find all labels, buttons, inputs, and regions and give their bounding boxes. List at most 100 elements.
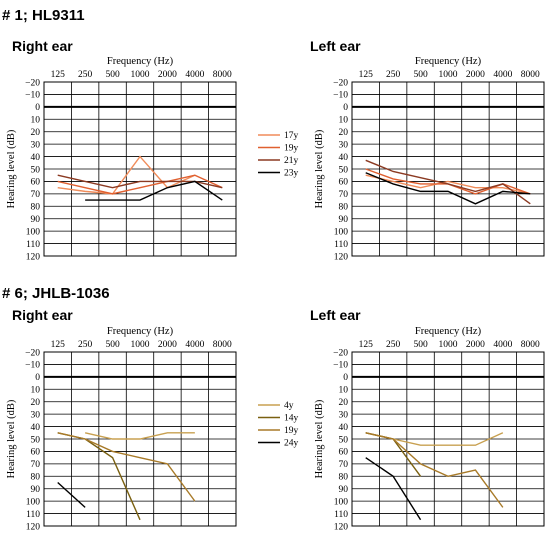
x-tick-label: 125 [51, 340, 66, 350]
plot-frame [351, 81, 545, 257]
y-tick-label: 70 [31, 190, 41, 200]
y-tick-label: 120 [334, 522, 349, 532]
legend-label-19y: 19y [284, 426, 299, 436]
series-line-19y [57, 432, 196, 502]
x-axis-title: Frequency (Hz) [415, 326, 482, 337]
y-tick-label: 0 [35, 373, 40, 383]
plot-frame [43, 81, 237, 257]
y-tick-label: 0 [343, 373, 348, 383]
y-tick-label: 110 [334, 240, 348, 250]
y-axis-title: Hearing level (dB) [314, 129, 325, 208]
x-tick-label: 1000 [439, 340, 458, 350]
chart-title: Left ear [310, 307, 361, 323]
y-tick-label: 20 [339, 398, 349, 408]
x-tick-label: 8000 [521, 70, 540, 80]
legend-label-17y: 17y [284, 131, 299, 141]
y-tick-label: 120 [26, 252, 41, 262]
y-tick-label: 80 [31, 473, 41, 483]
x-tick-label: 4000 [493, 340, 512, 350]
y-tick-label: −10 [333, 361, 348, 371]
y-tick-label: 30 [339, 410, 349, 420]
section-title-2: # 6; JHLB-1036 [2, 285, 110, 302]
y-tick-label: 20 [339, 128, 349, 138]
legend-label-21y: 21y [284, 156, 299, 166]
y-tick-label: 60 [339, 178, 349, 188]
section-title-1: # 1; HL9311 [2, 7, 85, 24]
series-line-17y [365, 174, 531, 195]
x-tick-label: 500 [413, 70, 428, 80]
legend-label-24y: 24y [284, 439, 299, 449]
y-tick-label: 80 [339, 203, 349, 213]
x-tick-label: 500 [105, 340, 120, 350]
x-tick-label: 1000 [131, 340, 150, 350]
y-tick-label: 0 [343, 103, 348, 113]
x-tick-label: 2000 [158, 70, 177, 80]
x-tick-label: 4000 [185, 340, 204, 350]
legend-label-4y: 4y [284, 401, 294, 411]
x-tick-label: 1000 [439, 70, 458, 80]
y-tick-label: 110 [334, 510, 348, 520]
y-tick-label: 70 [339, 190, 349, 200]
chart-title: Right ear [12, 38, 73, 54]
y-axis-title: Hearing level (dB) [6, 399, 17, 478]
y-tick-label: −20 [333, 348, 348, 358]
y-axis-title: Hearing level (dB) [314, 399, 325, 478]
audiogram-left-ear-1: Left ear Frequency (Hz) Hearing level (dB)… [310, 38, 545, 262]
x-tick-label: 250 [386, 340, 401, 350]
y-tick-label: 40 [31, 153, 41, 163]
y-tick-label: 10 [31, 386, 41, 396]
y-tick-label: 30 [31, 140, 41, 150]
y-tick-label: 40 [339, 153, 349, 163]
x-axis-title: Frequency (Hz) [415, 56, 482, 67]
x-axis-title: Frequency (Hz) [107, 56, 174, 67]
audiogram-left-ear-6: Left ear Frequency (Hz) Hearing level (dB)… [310, 307, 545, 532]
y-tick-label: −20 [333, 78, 348, 88]
x-tick-label: 250 [78, 340, 93, 350]
x-tick-label: 8000 [521, 340, 540, 350]
y-tick-label: −20 [25, 78, 40, 88]
series-line-19y [57, 174, 223, 195]
x-tick-label: 2000 [466, 340, 485, 350]
y-tick-label: 50 [31, 165, 41, 175]
y-tick-label: 110 [26, 240, 40, 250]
y-tick-label: 60 [31, 178, 41, 188]
y-tick-label: 50 [339, 435, 349, 445]
y-tick-label: 40 [339, 423, 349, 433]
y-tick-label: 60 [339, 448, 349, 458]
y-tick-label: 110 [26, 510, 40, 520]
y-tick-label: 80 [339, 473, 349, 483]
legend-label-23y: 23y [284, 169, 299, 179]
legend-label-19y: 19y [284, 144, 299, 154]
y-tick-label: 10 [31, 116, 41, 126]
series-line-4y [84, 432, 195, 440]
x-tick-label: 125 [359, 70, 374, 80]
y-tick-label: 100 [26, 497, 41, 507]
y-tick-label: 30 [31, 410, 41, 420]
x-tick-label: 500 [105, 70, 120, 80]
y-tick-label: 120 [334, 252, 349, 262]
y-tick-label: 20 [31, 128, 41, 138]
y-tick-label: 0 [35, 103, 40, 113]
audiogram-right-ear-1: Right ear Frequency (Hz) Hearing level (dB… [6, 38, 237, 262]
x-tick-label: 125 [51, 70, 66, 80]
plot-frame [43, 351, 237, 527]
legend-1: 17y 19y 21y 23y [258, 131, 299, 179]
y-tick-label: 70 [31, 460, 41, 470]
x-axis-title: Frequency (Hz) [107, 326, 174, 337]
y-tick-label: −10 [25, 361, 40, 371]
series-line-19y [365, 432, 504, 508]
plot-frame [351, 351, 545, 527]
series-line-17y [57, 155, 196, 195]
y-tick-label: 20 [31, 398, 41, 408]
x-tick-label: 8000 [213, 70, 232, 80]
series-line-23y [85, 180, 223, 201]
y-tick-label: 90 [339, 215, 349, 225]
y-tick-label: 100 [334, 227, 349, 237]
series-line-24y [365, 457, 422, 521]
y-tick-label: −20 [25, 348, 40, 358]
x-tick-label: 250 [386, 70, 401, 80]
y-tick-label: 10 [339, 116, 349, 126]
x-tick-label: 250 [78, 70, 93, 80]
y-tick-label: 80 [31, 203, 41, 213]
